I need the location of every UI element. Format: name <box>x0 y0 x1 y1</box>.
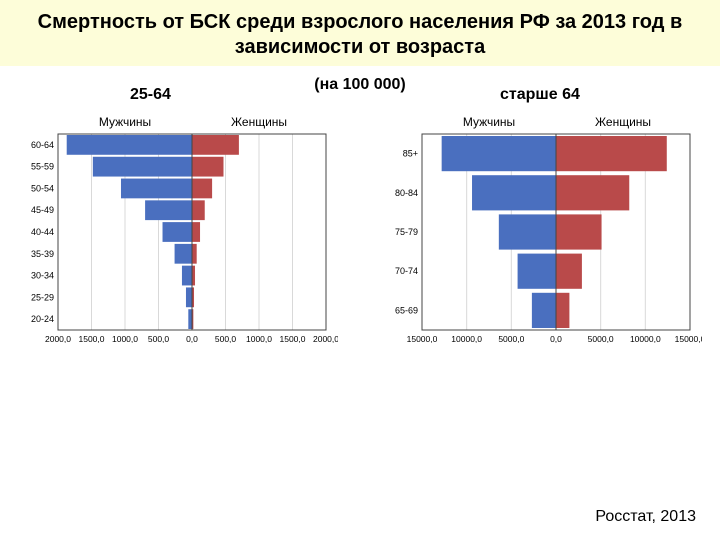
x-tick-label: 1500,0 <box>79 334 105 344</box>
y-tick-label: 50-54 <box>31 183 54 193</box>
y-tick-label: 85+ <box>403 149 418 159</box>
chart-right-area: Мужчины Женщины 85+ 80-84 75-79 70-74 65-69 150… <box>382 112 702 357</box>
y-tick-label: 45-49 <box>31 205 54 215</box>
legend-male: Мужчины <box>463 115 515 129</box>
y-tick-label: 70-74 <box>395 266 418 276</box>
x-tick-label: 15000,0 <box>675 334 702 344</box>
x-tick-label: 0,0 <box>550 334 562 344</box>
x-tick-label: 500,0 <box>148 334 170 344</box>
x-tick-label: 5000,0 <box>498 334 524 344</box>
x-tick-label: 0,0 <box>186 334 198 344</box>
bar-female <box>556 214 602 249</box>
page-title: Смертность от БСК среди взрослого населе… <box>14 10 706 60</box>
x-tick-label: 1500,0 <box>280 334 306 344</box>
y-tick-label: 35-39 <box>31 249 54 259</box>
subtitle: (на 100 000) <box>0 76 720 94</box>
x-tick-label: 2000,0 <box>45 334 71 344</box>
bar-male <box>188 309 192 329</box>
x-tick-label: 10000,0 <box>451 334 482 344</box>
x-tick-label: 5000,0 <box>588 334 614 344</box>
bar-male <box>442 136 556 171</box>
bar-male <box>175 244 192 264</box>
x-tick-label: 1000,0 <box>246 334 272 344</box>
bar-male <box>532 293 556 328</box>
x-tick-label: 2000,0 <box>313 334 338 344</box>
x-tick-label: 1000,0 <box>112 334 138 344</box>
bar-female <box>192 244 197 264</box>
source-footer: Росстат, 2013 <box>595 508 696 526</box>
x-tick-label: 10000,0 <box>630 334 661 344</box>
chart-right: Мужчины Женщины 85+ 80-84 75-79 70-74 65-69 150… <box>382 112 702 357</box>
charts-row: Мужчины Женщины 60-64 55-59 50-54 45-49 40-44 3… <box>0 104 720 357</box>
bar-female <box>556 136 667 171</box>
title-band: Смертность от БСК среди взрослого населе… <box>0 0 720 66</box>
subtitle-row: 25-64 (на 100 000) старше 64 <box>0 76 720 104</box>
legend-female: Женщины <box>595 115 651 129</box>
right-group-label: старше 64 <box>500 86 580 104</box>
y-tick-label: 30-34 <box>31 271 54 281</box>
chart-left: Мужчины Женщины 60-64 55-59 50-54 45-49 40-44 3… <box>18 112 338 357</box>
pyramid-chart: Мужчины Женщины 85+ 80-84 75-79 70-74 65-69 150… <box>382 112 702 357</box>
y-tick-label: 20-24 <box>31 314 54 324</box>
y-tick-label: 25-29 <box>31 292 54 302</box>
bar-female <box>192 179 212 199</box>
bar-male <box>472 175 556 210</box>
bar-female <box>556 254 582 289</box>
bar-male <box>145 200 192 220</box>
bar-male <box>121 179 192 199</box>
x-tick-label: 15000,0 <box>407 334 438 344</box>
bar-male <box>67 135 192 155</box>
bar-male <box>163 222 192 242</box>
y-tick-label: 60-64 <box>31 140 54 150</box>
bar-female <box>192 222 200 242</box>
legend-female: Женщины <box>231 115 287 129</box>
bar-male <box>499 214 556 249</box>
bar-female <box>192 200 205 220</box>
bar-female <box>556 175 629 210</box>
legend-male: Мужчины <box>99 115 151 129</box>
y-tick-label: 80-84 <box>395 188 418 198</box>
bar-female <box>192 157 223 177</box>
y-tick-label: 55-59 <box>31 162 54 172</box>
bar-female <box>192 135 239 155</box>
bar-male <box>182 266 192 286</box>
y-tick-label: 65-69 <box>395 305 418 315</box>
chart-left-area: Мужчины Женщины 60-64 55-59 50-54 45-49 40-44 3… <box>18 112 338 357</box>
x-tick-label: 500,0 <box>215 334 237 344</box>
bar-male <box>93 157 192 177</box>
bar-male <box>518 254 556 289</box>
bar-male <box>186 287 192 307</box>
y-tick-label: 75-79 <box>395 227 418 237</box>
bar-female <box>556 293 569 328</box>
y-tick-label: 40-44 <box>31 227 54 237</box>
pyramid-chart: Мужчины Женщины 60-64 55-59 50-54 45-49 40-44 3… <box>18 112 338 357</box>
